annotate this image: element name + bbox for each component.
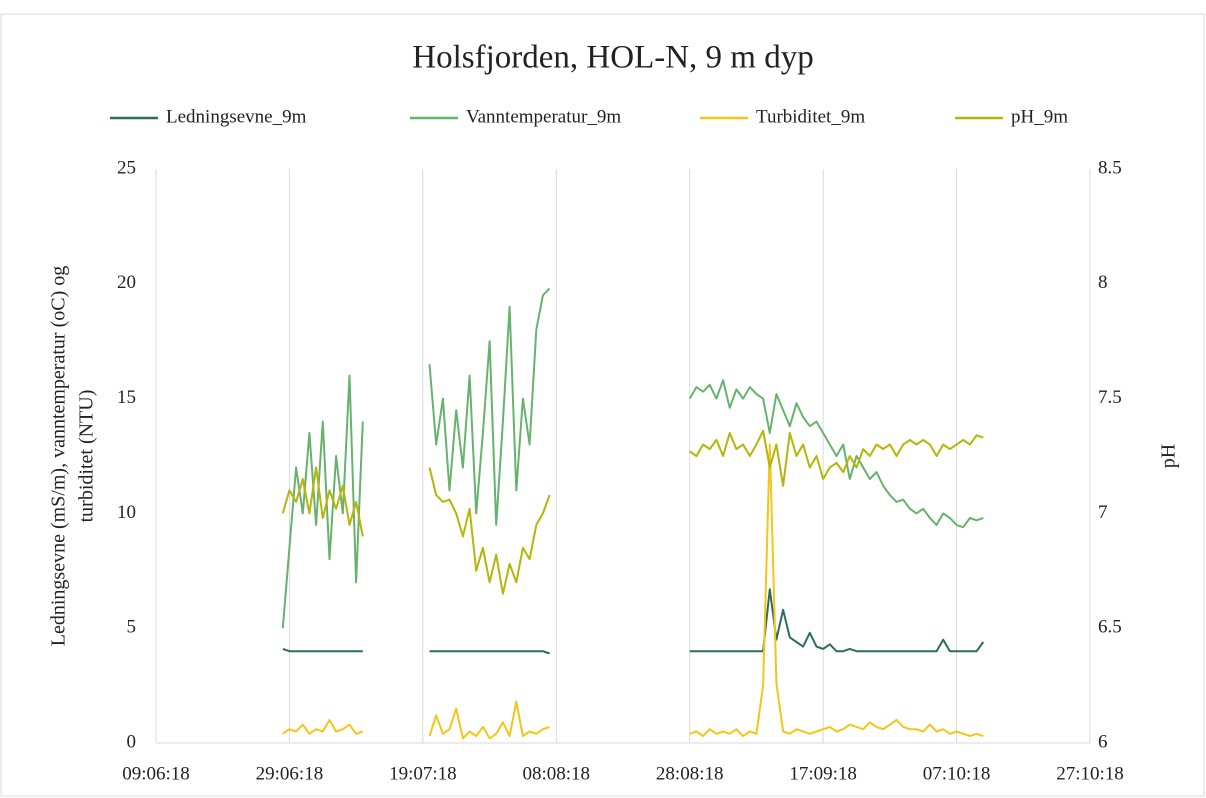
x-tick-label: 19:07:18 <box>389 763 457 784</box>
y-axis-label: Ledningsevne (mS/m), vanntemperatur (oC)… <box>48 266 70 646</box>
y-tick-label: 0 <box>127 731 137 752</box>
chart-frame <box>0 13 1205 797</box>
y2-tick-label: 6 <box>1098 731 1108 752</box>
y2-tick-label: 6.5 <box>1098 617 1122 638</box>
series-line <box>282 443 984 740</box>
x-tick-label: 28:08:18 <box>656 763 724 784</box>
legend-label: Vanntemperatur_9m <box>466 106 621 127</box>
series-line <box>281 429 984 595</box>
legend-label: Ledningsevne_9m <box>166 106 307 127</box>
chart-title: Holsfjorden, HOL-N, 9 m dyp <box>412 40 813 76</box>
y-tick-label: 5 <box>127 617 137 638</box>
y2-axis-label: pH <box>1158 444 1180 468</box>
y2-tick-label: 8 <box>1098 272 1108 293</box>
y-tick-label: 10 <box>117 502 136 523</box>
x-tick-label: 07:10:18 <box>923 763 991 784</box>
x-tick-label: 08:08:18 <box>523 763 591 784</box>
x-tick-label: 17:09:18 <box>789 763 857 784</box>
y-axis-label: turbiditet (NTU) <box>76 390 98 523</box>
y-tick-label: 25 <box>117 157 136 178</box>
y2-tick-label: 7.5 <box>1098 387 1122 408</box>
y2-tick-label: 8.5 <box>1098 157 1122 178</box>
legend-label: pH_9m <box>1011 106 1068 127</box>
x-tick-label: 27:10:18 <box>1056 763 1124 784</box>
legend-label: Turbiditet_9m <box>756 106 865 127</box>
y-tick-label: 20 <box>117 272 136 293</box>
x-tick-label: 29:06:18 <box>256 763 324 784</box>
y-tick-label: 15 <box>117 387 136 408</box>
x-tick-label: 09:06:18 <box>122 763 190 784</box>
series-line <box>282 588 985 655</box>
series-line <box>281 287 984 629</box>
y2-tick-label: 7 <box>1098 502 1108 523</box>
